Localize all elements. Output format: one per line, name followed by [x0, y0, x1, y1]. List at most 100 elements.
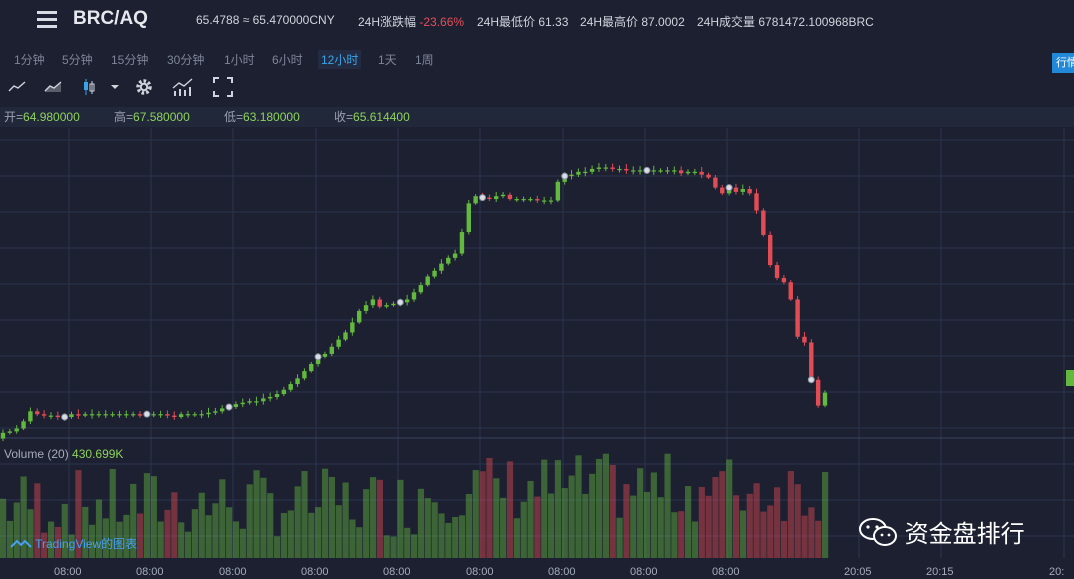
trade-marker: [725, 184, 733, 192]
volume-bar: [95, 499, 103, 558]
tf-1w[interactable]: 1周: [415, 53, 434, 67]
x-tick: 20:: [1049, 566, 1065, 578]
tradingview-logo[interactable]: TradingView的图表: [10, 535, 137, 552]
volume-bar: [157, 521, 164, 558]
close-value: 65.614400: [353, 110, 410, 124]
wechat-icon: [859, 518, 897, 546]
tf-1d[interactable]: 1天: [378, 53, 397, 67]
candlestick-icon[interactable]: [82, 76, 96, 98]
candle: [213, 411, 218, 413]
area-chart-icon[interactable]: [44, 76, 62, 98]
candle: [685, 171, 691, 174]
candle: [452, 253, 458, 258]
high-label: 24H最高价: [580, 15, 639, 29]
candle: [199, 414, 204, 416]
candle: [432, 270, 437, 277]
candle: [774, 265, 780, 278]
volume-bar: [589, 473, 596, 558]
volume-bar: [47, 521, 55, 558]
price-chart[interactable]: [0, 128, 1074, 558]
tf-30min[interactable]: 30分钟: [167, 53, 205, 67]
candle: [404, 299, 410, 303]
change-label: 24H涨跌幅: [358, 15, 417, 29]
line-chart-icon[interactable]: [8, 76, 26, 98]
pair-title: BRC/AQ: [73, 8, 148, 29]
candle: [768, 234, 773, 266]
candle: [322, 353, 328, 357]
tf-1min[interactable]: 1分钟: [14, 53, 45, 67]
volume-bar: [445, 522, 452, 558]
fullscreen-icon[interactable]: [212, 76, 234, 98]
candle: [603, 167, 608, 169]
top-bar: BRC/AQ 65.4788 ≈ 65.470000CNY 24H涨跌幅 -23…: [0, 0, 1074, 42]
candle: [343, 332, 348, 340]
low-label: 24H最低价: [477, 15, 536, 29]
volume-bar: [774, 487, 781, 558]
volume-bar: [417, 488, 425, 558]
volume-bar: [520, 501, 527, 558]
candle: [514, 199, 519, 201]
volume-bar: [411, 534, 418, 558]
candle: [761, 210, 766, 235]
volume-legend-label: Volume (20): [4, 447, 69, 461]
volume-bar: [554, 460, 562, 558]
x-tick: 08:00: [54, 566, 82, 578]
candle: [713, 177, 718, 188]
candle: [110, 414, 115, 416]
candle: [507, 194, 513, 200]
tf-15min[interactable]: 15分钟: [111, 53, 149, 67]
candle: [261, 398, 266, 402]
volume-bar: [212, 503, 219, 558]
ohlc-bar: 开=64.980000 高=67.580000 低=63.180000 收=65…: [0, 107, 1074, 127]
volume-bar: [226, 507, 233, 558]
trade-marker: [61, 413, 69, 421]
volume-bar: [143, 473, 151, 558]
volume-bar: [534, 496, 541, 558]
trade-marker: [807, 376, 815, 384]
volume-bar: [376, 479, 383, 558]
volume-bar: [561, 488, 568, 558]
volume-bar: [643, 491, 651, 558]
market-tab[interactable]: 行情: [1052, 53, 1074, 73]
candle: [815, 379, 821, 406]
candle: [185, 414, 191, 416]
candle: [788, 282, 793, 300]
volume-bar: [102, 518, 109, 558]
volume-bar: [267, 493, 274, 558]
tradingview-label: TradingView的图表: [35, 537, 138, 551]
volume-bar: [595, 458, 603, 558]
candle: [617, 168, 622, 171]
low-value: 63.180000: [243, 110, 300, 124]
open-readout: 开=64.980000: [4, 107, 80, 127]
volume-bar: [150, 476, 157, 558]
candle: [521, 199, 526, 201]
dropdown-arrow-icon[interactable]: [110, 76, 120, 98]
volume-bar: [452, 516, 459, 558]
candle: [672, 170, 677, 172]
tf-12h[interactable]: 12小时: [318, 50, 362, 69]
tf-5min[interactable]: 5分钟: [62, 53, 93, 67]
gear-icon[interactable]: [133, 76, 155, 98]
candle: [569, 174, 574, 177]
indicator-icon[interactable]: [171, 76, 195, 98]
close-label: 收=: [334, 110, 354, 124]
tf-6h[interactable]: 6小时: [272, 53, 303, 67]
volume-bar: [726, 459, 733, 558]
volume-bar: [178, 522, 185, 558]
volume-bar: [232, 521, 240, 558]
candle: [178, 414, 184, 418]
candle: [192, 414, 197, 416]
candle: [418, 285, 424, 293]
menu-icon[interactable]: [34, 8, 60, 32]
high-label: 高=: [114, 110, 134, 124]
x-tick: 08:00: [712, 566, 740, 578]
volume-bar: [698, 486, 705, 558]
candle: [357, 310, 362, 323]
candle: [583, 171, 588, 174]
high-value: 87.0002: [641, 15, 685, 29]
high-readout: 高=67.580000: [114, 107, 190, 127]
tf-1h[interactable]: 1小时: [224, 53, 255, 67]
volume-bar: [815, 520, 822, 558]
price-axis-marker: [1066, 370, 1074, 386]
x-tick: 08:00: [301, 566, 329, 578]
